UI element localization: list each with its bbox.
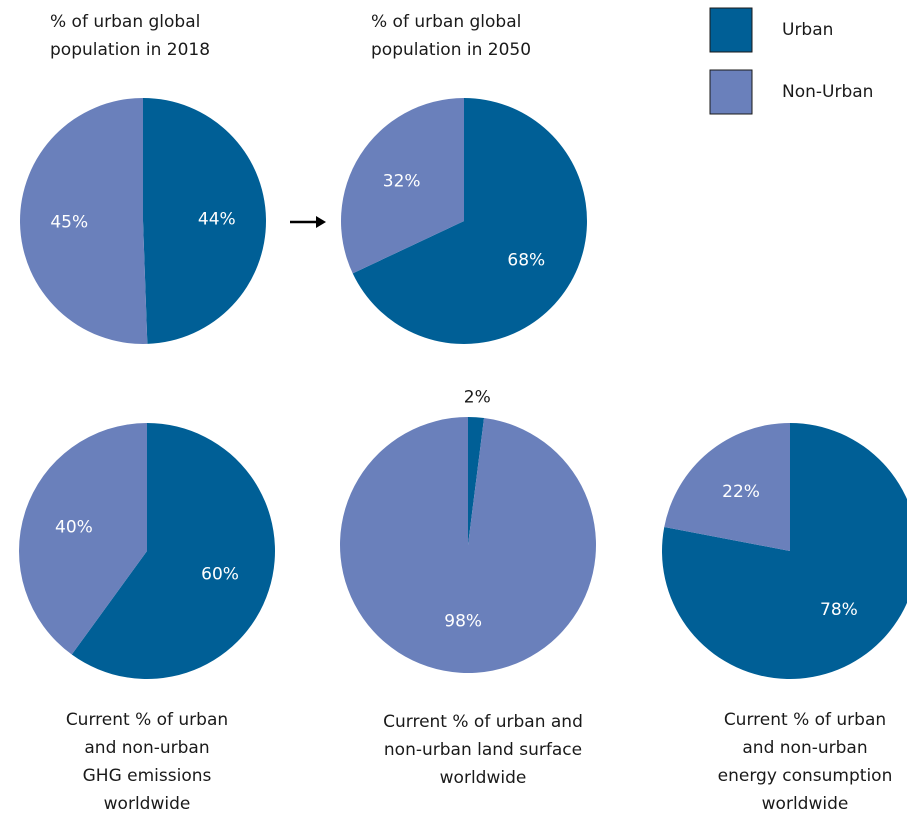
pie-title: worldwide: [762, 794, 849, 814]
pie-title: Current % of urban: [724, 710, 886, 730]
slice-label: 40%: [55, 517, 93, 537]
pie-title: worldwide: [104, 794, 191, 814]
slice-label: 98%: [444, 612, 482, 632]
slice-label: 44%: [198, 210, 236, 230]
arrow: [290, 216, 326, 228]
pie-title: % of urban global: [371, 12, 521, 32]
legend-label: Urban: [782, 20, 833, 40]
pie-slice: [19, 98, 148, 344]
slice-label: 2%: [464, 387, 491, 407]
pie-slice: [18, 423, 147, 655]
slice-label: 45%: [50, 212, 88, 232]
slice-label: 32%: [383, 171, 421, 191]
pie-title: non-urban land surface: [384, 740, 582, 760]
legend-label: Non-Urban: [782, 82, 873, 102]
pie-title: population in 2050: [371, 40, 531, 60]
pie-slice: [662, 423, 907, 679]
pie-slice: [143, 98, 266, 344]
pie-title: and non-urban: [742, 738, 867, 758]
slice-label: 78%: [820, 600, 858, 620]
pie-slice: [664, 423, 790, 551]
pie-title: Current % of urban: [66, 710, 228, 730]
pie-title: GHG emissions: [83, 766, 212, 786]
pie-title: population in 2018: [50, 40, 210, 60]
slice-label: 22%: [722, 482, 760, 502]
pie-title: energy consumption: [718, 766, 893, 786]
slice-label: 68%: [507, 251, 545, 271]
pie-slice: [71, 423, 275, 679]
pie-title: % of urban global: [50, 12, 200, 32]
slice-label: 60%: [201, 565, 239, 585]
pie-slice: [468, 417, 485, 545]
pie-slice: [341, 98, 464, 274]
legend-swatch: [709, 7, 753, 53]
pie-title: worldwide: [440, 768, 527, 788]
pie-title: Current % of urban and: [383, 712, 583, 732]
pie-slice: [340, 417, 597, 673]
pie-slice: [352, 98, 587, 344]
pie-title: and non-urban: [84, 738, 209, 758]
legend-swatch: [709, 69, 753, 115]
